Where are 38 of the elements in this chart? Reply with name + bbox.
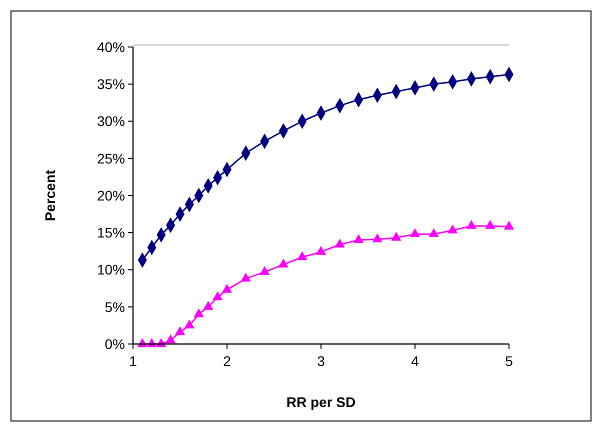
y-axis-title: Percent [42, 169, 58, 222]
point [222, 284, 232, 293]
point [166, 334, 176, 344]
point [391, 232, 402, 241]
x-tick-label: 3 [317, 353, 326, 369]
y-tick-label: 35% [96, 76, 125, 92]
y-tick-label: 5% [104, 298, 125, 315]
point [212, 291, 223, 300]
point [316, 246, 326, 255]
y-tick-label: 20% [96, 187, 125, 204]
point [334, 238, 345, 248]
y-tick-label: 0% [104, 336, 125, 352]
x-tick-label: 2 [223, 353, 232, 369]
point [184, 320, 194, 328]
point [466, 220, 476, 229]
point [194, 308, 204, 318]
point [372, 233, 382, 242]
x-tick-label: 5 [505, 353, 514, 369]
point [485, 220, 496, 229]
y-tick-label: 15% [96, 224, 125, 241]
point [410, 228, 420, 238]
point [260, 266, 270, 275]
x-tick-label: 1 [129, 353, 138, 369]
point [174, 326, 186, 336]
point [504, 220, 514, 230]
point [297, 251, 308, 260]
point [203, 300, 214, 310]
y-tick-label: 40% [96, 38, 125, 55]
y-tick-label: 10% [96, 262, 125, 278]
point [448, 224, 458, 234]
point [240, 272, 251, 282]
point [354, 234, 364, 243]
y-tick-label: 25% [96, 150, 125, 166]
y-tick-label: 30% [96, 113, 125, 130]
point [278, 258, 288, 268]
x-axis-title: RR per SD [286, 394, 356, 410]
point [428, 228, 439, 238]
x-tick-label: 4 [411, 353, 420, 369]
